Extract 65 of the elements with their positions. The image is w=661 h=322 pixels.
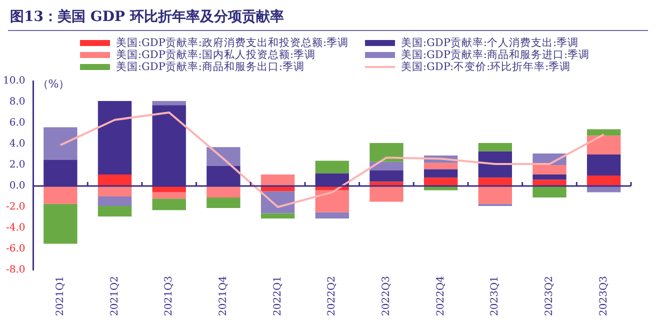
bar xyxy=(315,212,349,219)
legend-label: 美国:GDP贡献率:政府消费支出和投资总额:季调 xyxy=(116,37,348,49)
bar xyxy=(206,186,240,198)
y-tick-label: 10.0 xyxy=(3,76,26,87)
x-tick-label: 2022Q4 xyxy=(435,276,446,316)
bar xyxy=(424,169,458,178)
y-tick-label: -2.0 xyxy=(6,202,26,213)
bar xyxy=(206,198,240,208)
bar xyxy=(586,129,621,136)
y-tick-label: -6.0 xyxy=(6,244,26,255)
bar xyxy=(478,142,512,152)
bar xyxy=(152,186,186,192)
legend-label: 美国:GDP贡献率:个人消费支出:季调 xyxy=(401,37,578,49)
y-tick-label: -4.0 xyxy=(6,222,26,234)
y-tick-label: 0.0 xyxy=(9,180,26,192)
y-tick-label: 6.0 xyxy=(9,118,26,129)
bar xyxy=(206,147,240,166)
legend-label: 美国:GDP贡献率:商品和服务出口:季调 xyxy=(116,61,304,73)
bar xyxy=(532,164,566,174)
y-tick-label: 4.0 xyxy=(9,138,26,150)
bar xyxy=(315,190,349,212)
x-tick-label: 2021Q2 xyxy=(109,276,120,316)
bar xyxy=(370,186,404,202)
y-tick-label: 8.0 xyxy=(9,96,26,108)
bar xyxy=(98,206,132,216)
x-tick-label: 2021Q4 xyxy=(218,276,230,316)
x-tick-label: 2021Q1 xyxy=(55,276,66,316)
y-tick-label: 2.0 xyxy=(9,160,26,171)
bar xyxy=(370,142,404,162)
legend-label: 美国:GDP:不变价:环比折年率:季调 xyxy=(401,61,571,73)
x-tick-label: 2023Q3 xyxy=(598,276,610,316)
legend-label: 美国:GDP贡献率:国内私人投资总额:季调 xyxy=(116,49,316,61)
bar xyxy=(478,151,512,178)
bar xyxy=(370,170,404,182)
bar xyxy=(532,174,566,180)
bar xyxy=(424,162,458,170)
bar xyxy=(478,186,512,204)
x-tick-label: 2022Q3 xyxy=(381,276,392,316)
y-axis-title: （%） xyxy=(37,77,70,90)
y-tick-label: -8.0 xyxy=(6,264,26,276)
bar xyxy=(260,174,295,186)
bar xyxy=(98,174,132,186)
x-tick-label: 2021Q3 xyxy=(164,276,175,316)
bar xyxy=(586,154,621,176)
bar xyxy=(44,186,78,204)
bar xyxy=(98,100,132,174)
x-tick-label: 2022Q2 xyxy=(326,276,338,316)
chart-title: 图13：美国 GDP 环比折年率及分项贡献率 xyxy=(10,8,284,26)
bar xyxy=(586,175,621,186)
bar xyxy=(44,127,78,160)
x-tick-label: 2023Q1 xyxy=(490,276,501,316)
bar xyxy=(586,136,621,154)
bar xyxy=(532,186,566,198)
bar xyxy=(152,100,186,106)
bar xyxy=(98,196,132,206)
x-tick-label: 2023Q2 xyxy=(544,276,556,316)
legend-label: 美国:GDP贡献率:商品和服务进口:季调 xyxy=(401,49,590,61)
bar xyxy=(315,160,349,174)
bar xyxy=(586,186,621,192)
x-tick-label: 2022Q1 xyxy=(272,276,284,316)
bar xyxy=(152,192,186,199)
bar xyxy=(44,204,78,244)
bar xyxy=(152,198,186,210)
bar xyxy=(260,213,295,219)
bar xyxy=(98,186,132,196)
